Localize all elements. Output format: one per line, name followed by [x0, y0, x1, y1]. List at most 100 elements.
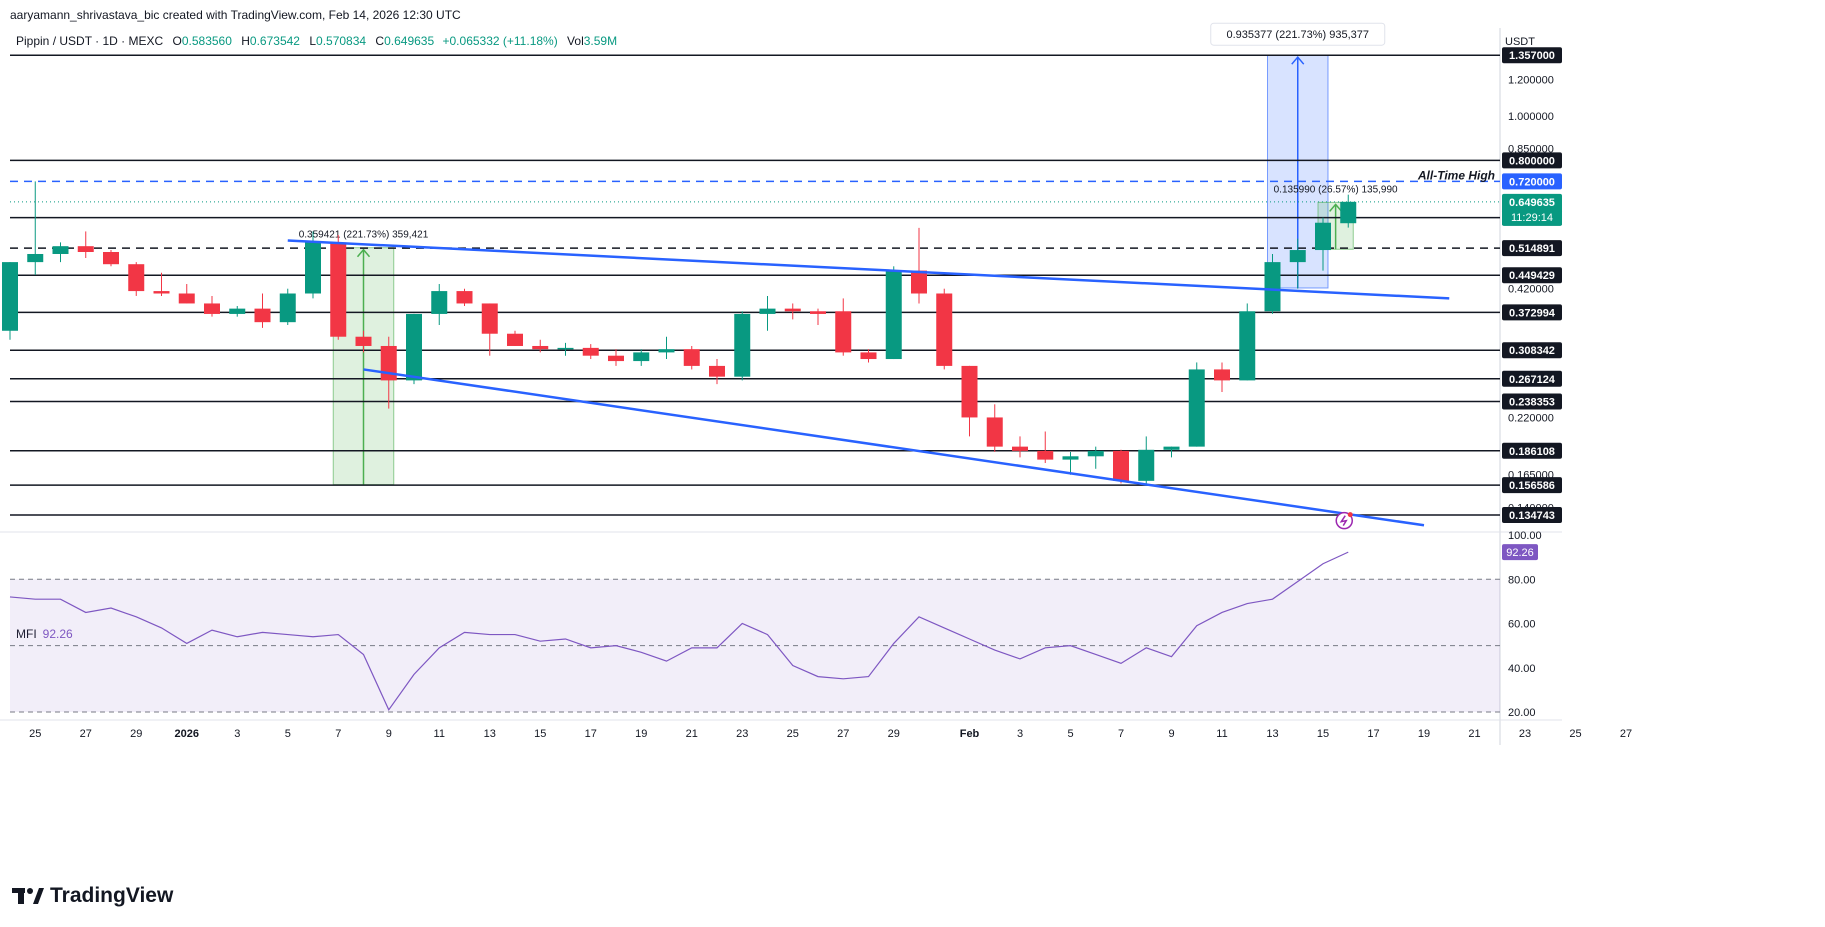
time-tick: 25 [29, 728, 41, 740]
candle-body[interactable] [52, 246, 69, 254]
candle-body[interactable] [178, 293, 195, 304]
candle-body[interactable] [279, 293, 296, 323]
mfi-tick: 20.00 [1508, 707, 1536, 719]
candle-body[interactable] [254, 308, 271, 323]
high-label: H [241, 34, 250, 48]
level-tag-0.186108 [1502, 442, 1562, 459]
time-tick: 19 [1418, 728, 1430, 740]
candle-body[interactable] [507, 333, 523, 346]
candle-body[interactable] [1239, 311, 1256, 381]
candle-body[interactable] [481, 303, 498, 334]
candle-body[interactable] [784, 308, 801, 312]
candle-body[interactable] [835, 311, 852, 353]
candle-body[interactable] [229, 308, 246, 314]
candle-body[interactable] [128, 264, 145, 292]
measure-arrowhead-2 [1329, 203, 1343, 212]
candle-body[interactable] [431, 291, 448, 314]
mfi-value: 92.26 [42, 627, 73, 641]
candle-body[interactable] [1188, 369, 1205, 447]
candle-body[interactable] [709, 365, 725, 377]
candle-body[interactable] [1264, 262, 1281, 312]
candle-body[interactable] [961, 365, 978, 418]
candle-body[interactable] [532, 345, 549, 350]
candle-body[interactable] [77, 246, 94, 253]
candle-body[interactable] [557, 347, 574, 350]
time-tick: 3 [234, 728, 240, 740]
candle-body[interactable] [103, 252, 119, 265]
time-tick: Feb [960, 728, 980, 740]
candle-body[interactable] [1012, 446, 1028, 451]
measure-label-1: 0.935377 (221.73%) 935,377 [1226, 29, 1369, 41]
candle-body[interactable] [1037, 450, 1054, 460]
time-tick: 23 [736, 728, 748, 740]
candle-body[interactable] [406, 313, 422, 381]
candle-body[interactable] [986, 417, 1003, 447]
mfi-name[interactable]: MFI [16, 627, 37, 641]
candle-body[interactable] [153, 291, 170, 294]
trendline-1[interactable] [363, 368, 1425, 527]
level-tag-text: 0.308342 [1509, 345, 1555, 357]
mfi-tick: 80.00 [1508, 574, 1536, 586]
price-tick: 0.420000 [1508, 284, 1554, 296]
candle-body[interactable] [1138, 449, 1155, 481]
candle-body[interactable] [911, 270, 927, 294]
level-tag-0.156586 [1502, 477, 1562, 494]
all-time-high-label: All-Time High [1417, 168, 1495, 182]
price-tick: 0.220000 [1508, 412, 1554, 424]
candle-body[interactable] [1062, 456, 1079, 460]
time-tick: 15 [534, 728, 546, 740]
candle-body[interactable] [860, 352, 877, 360]
candle-body[interactable] [633, 352, 650, 362]
level-tag-0.308342 [1502, 342, 1562, 359]
candle-body[interactable] [1214, 369, 1230, 381]
candle-body[interactable] [456, 291, 473, 304]
candle-body[interactable] [1087, 450, 1104, 457]
mfi-tick: 40.00 [1508, 663, 1536, 675]
candle-body[interactable] [1163, 446, 1180, 450]
candle-body[interactable] [582, 347, 599, 356]
mfi-tick: 100.00 [1508, 530, 1542, 542]
candle-body[interactable] [355, 336, 372, 346]
level-tag-1.357000 [1502, 47, 1562, 64]
level-tag-text: 1.357000 [1509, 50, 1555, 62]
candle-body[interactable] [683, 349, 700, 366]
candle-body[interactable] [330, 242, 347, 337]
trendline-0[interactable] [287, 239, 1450, 300]
mfi-line [9, 551, 1349, 711]
candle-body[interactable] [734, 313, 751, 377]
volume-value: 3.59M [583, 34, 618, 48]
measure-arrowhead-0 [356, 248, 371, 258]
candle-body[interactable] [204, 303, 220, 314]
candle-body[interactable] [885, 270, 902, 360]
candle-body[interactable] [27, 253, 44, 263]
candle-body[interactable] [759, 308, 776, 314]
candle-body[interactable] [380, 345, 397, 381]
candle-body[interactable] [1113, 450, 1129, 481]
candle-body[interactable] [305, 242, 321, 294]
candle-body[interactable] [1289, 250, 1306, 263]
symbol-name[interactable]: Pippin / USDT · 1D · MEXC [16, 34, 164, 48]
time-tick: 13 [1266, 728, 1278, 740]
level-tag-0.514891 [1502, 240, 1562, 257]
candle-body[interactable] [936, 293, 953, 366]
tradingview-logo[interactable]: TradingView [12, 884, 173, 908]
mfi-band-fill [10, 579, 1500, 712]
level-tag-0.134743 [1502, 507, 1562, 524]
open-label: O [172, 34, 182, 48]
level-tag-text: 0.514891 [1509, 243, 1555, 255]
close-value: 0.649635 [384, 34, 435, 48]
volume-label: Vol [567, 34, 584, 48]
candle-body[interactable] [810, 311, 826, 314]
time-tick: 21 [1468, 728, 1480, 740]
level-tag-0.372994 [1502, 304, 1562, 321]
candle-body[interactable] [1340, 201, 1357, 224]
candle-body[interactable] [658, 349, 675, 353]
level-tag-text: 0.720000 [1509, 176, 1555, 188]
time-tick: 21 [686, 728, 698, 740]
candle-body[interactable] [2, 262, 18, 331]
candle-body[interactable] [608, 355, 624, 362]
time-tick: 17 [1367, 728, 1379, 740]
level-tag-0.267124 [1502, 370, 1562, 387]
candle-body[interactable] [1315, 222, 1331, 251]
